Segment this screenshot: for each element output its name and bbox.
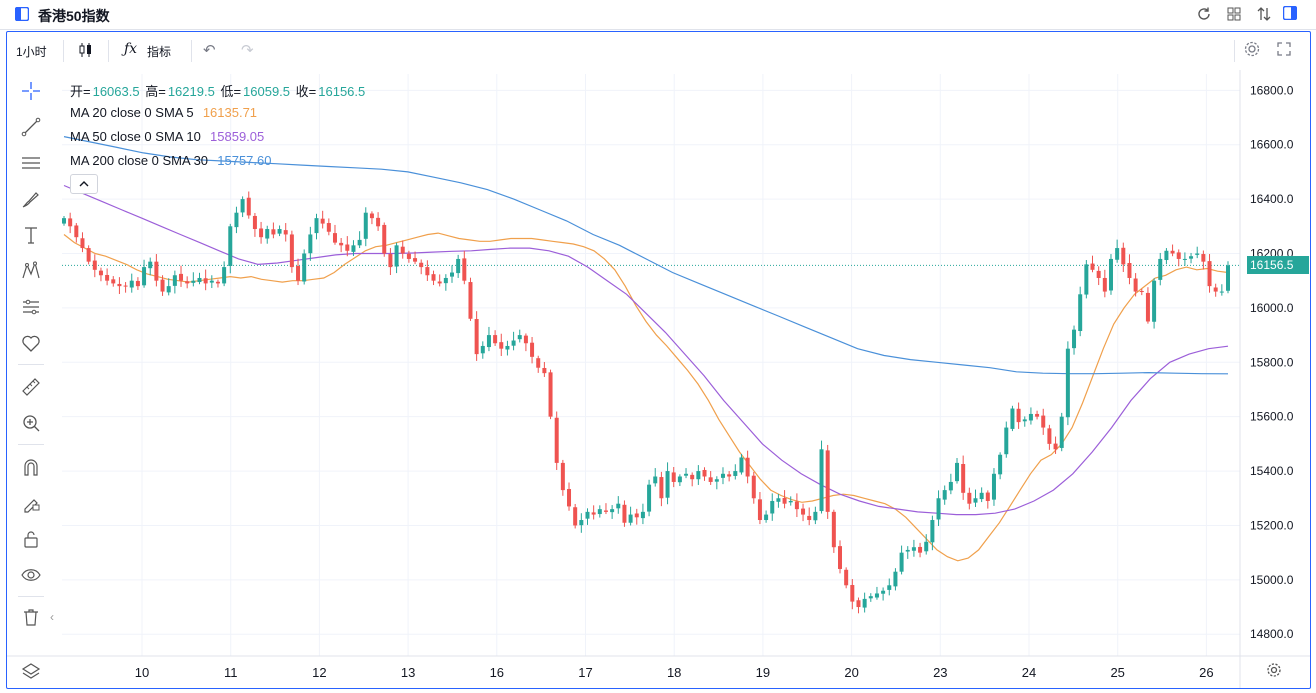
ma50-value: 15859.05 — [210, 129, 265, 144]
ma20-legend[interactable]: MA 20 close 0 SMA 5 16135.71 — [70, 105, 259, 120]
pattern-icon[interactable] — [20, 260, 42, 282]
text-icon[interactable] — [20, 224, 42, 246]
ma50-legend[interactable]: MA 50 close 0 SMA 10 15859.05 — [70, 129, 266, 144]
fullscreen-icon[interactable] — [1276, 41, 1292, 60]
tool-divider — [18, 596, 44, 597]
zoom-icon[interactable] — [20, 412, 42, 434]
close-value: 16156.5 — [318, 84, 366, 99]
current-price-label: 16156.5 — [1247, 256, 1309, 275]
lock-drawings-icon[interactable] — [20, 492, 42, 514]
tool-divider — [18, 444, 44, 445]
redo-icon[interactable]: ↷ — [241, 42, 254, 59]
function-icon[interactable]: ƒx — [124, 41, 138, 57]
layers-icon[interactable] — [20, 660, 42, 682]
title-bar: 香港50指数 — [0, 0, 1316, 30]
compare-icon[interactable] — [1256, 6, 1272, 27]
panel-left-icon[interactable] — [14, 6, 30, 26]
ma200-value: 15757.60 — [217, 153, 272, 168]
indicators-button[interactable]: 指标 — [147, 45, 172, 59]
interval-button[interactable]: 1小时 — [16, 45, 47, 59]
trash-icon[interactable] — [20, 606, 42, 628]
heart-icon[interactable] — [20, 332, 42, 354]
window-title: 香港50指数 — [38, 8, 110, 24]
eye-icon[interactable] — [20, 564, 42, 586]
chart-toolbar: 1小时 ƒx 指标 ↶ ↷ — [7, 32, 1310, 70]
gear-icon[interactable] — [1266, 662, 1282, 683]
ruler-icon[interactable] — [20, 376, 42, 398]
refresh-icon[interactable] — [1196, 6, 1212, 27]
open-value: 16063.5 — [92, 84, 140, 99]
low-label: 低= — [220, 84, 242, 99]
unlock-icon[interactable] — [20, 528, 42, 550]
brush-icon[interactable] — [20, 188, 42, 210]
grid-icon[interactable] — [1226, 6, 1242, 27]
forecast-icon[interactable] — [20, 296, 42, 318]
chevron-up-icon — [79, 181, 89, 187]
ma20-label: MA 20 close 0 SMA 5 — [70, 105, 194, 120]
undo-icon[interactable]: ↶ — [203, 42, 216, 59]
toolbar-divider — [63, 40, 64, 62]
toolbar-divider — [191, 40, 192, 62]
crosshair-icon[interactable] — [20, 80, 42, 102]
ma200-label: MA 200 close 0 SMA 30 — [70, 153, 209, 168]
panel-right-icon[interactable] — [1282, 5, 1298, 25]
candles-icon[interactable] — [77, 41, 95, 62]
settings-icon[interactable] — [1243, 40, 1261, 61]
ohlc-legend: 开= 16063.5 高= 16219.5 低= 16059.5 收= 16156.5 — [70, 81, 367, 100]
tool-divider — [18, 364, 44, 365]
open-label: 开= — [70, 84, 91, 99]
trendline-icon[interactable] — [20, 116, 42, 138]
toolbar-divider — [1234, 40, 1235, 62]
high-value: 16219.5 — [167, 84, 215, 99]
ma200-legend[interactable]: MA 200 close 0 SMA 30 15757.60 — [70, 153, 274, 168]
drawing-toolbar — [8, 74, 54, 686]
ma50-label: MA 50 close 0 SMA 10 — [70, 129, 201, 144]
high-label: 高= — [145, 84, 166, 99]
magnet-icon[interactable] — [20, 456, 42, 478]
horizontal-lines-icon[interactable] — [20, 152, 42, 174]
toolbar-divider — [108, 40, 109, 62]
close-label: 收= — [295, 84, 317, 99]
low-value: 16059.5 — [243, 84, 291, 99]
chart-frame — [6, 31, 1311, 689]
legend-collapse-button[interactable] — [70, 174, 98, 194]
ma20-value: 16135.71 — [202, 105, 258, 120]
collapse-toolbar-icon[interactable]: ‹ — [50, 610, 54, 624]
